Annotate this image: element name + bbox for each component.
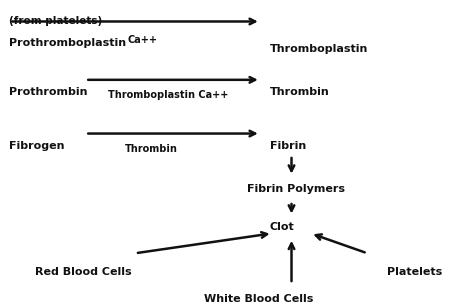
Text: (from platelets): (from platelets) [9,17,103,26]
Text: Fibrogen: Fibrogen [9,141,65,151]
Text: Thromboplastin: Thromboplastin [270,44,369,54]
Text: Platelets: Platelets [387,267,442,277]
Text: Prothromboplastin: Prothromboplastin [9,38,127,48]
Text: Prothrombin: Prothrombin [9,87,88,97]
Text: Thrombin: Thrombin [125,144,178,154]
Text: Fibrin: Fibrin [270,141,306,151]
Text: Ca++: Ca++ [127,35,157,45]
Text: Clot: Clot [270,222,294,232]
Text: Red Blood Cells: Red Blood Cells [35,267,131,277]
Text: Fibrin Polymers: Fibrin Polymers [247,184,345,194]
Text: Thrombin: Thrombin [270,87,330,97]
Text: White Blood Cells: White Blood Cells [204,294,313,304]
Text: Thromboplastin Ca++: Thromboplastin Ca++ [108,90,228,100]
